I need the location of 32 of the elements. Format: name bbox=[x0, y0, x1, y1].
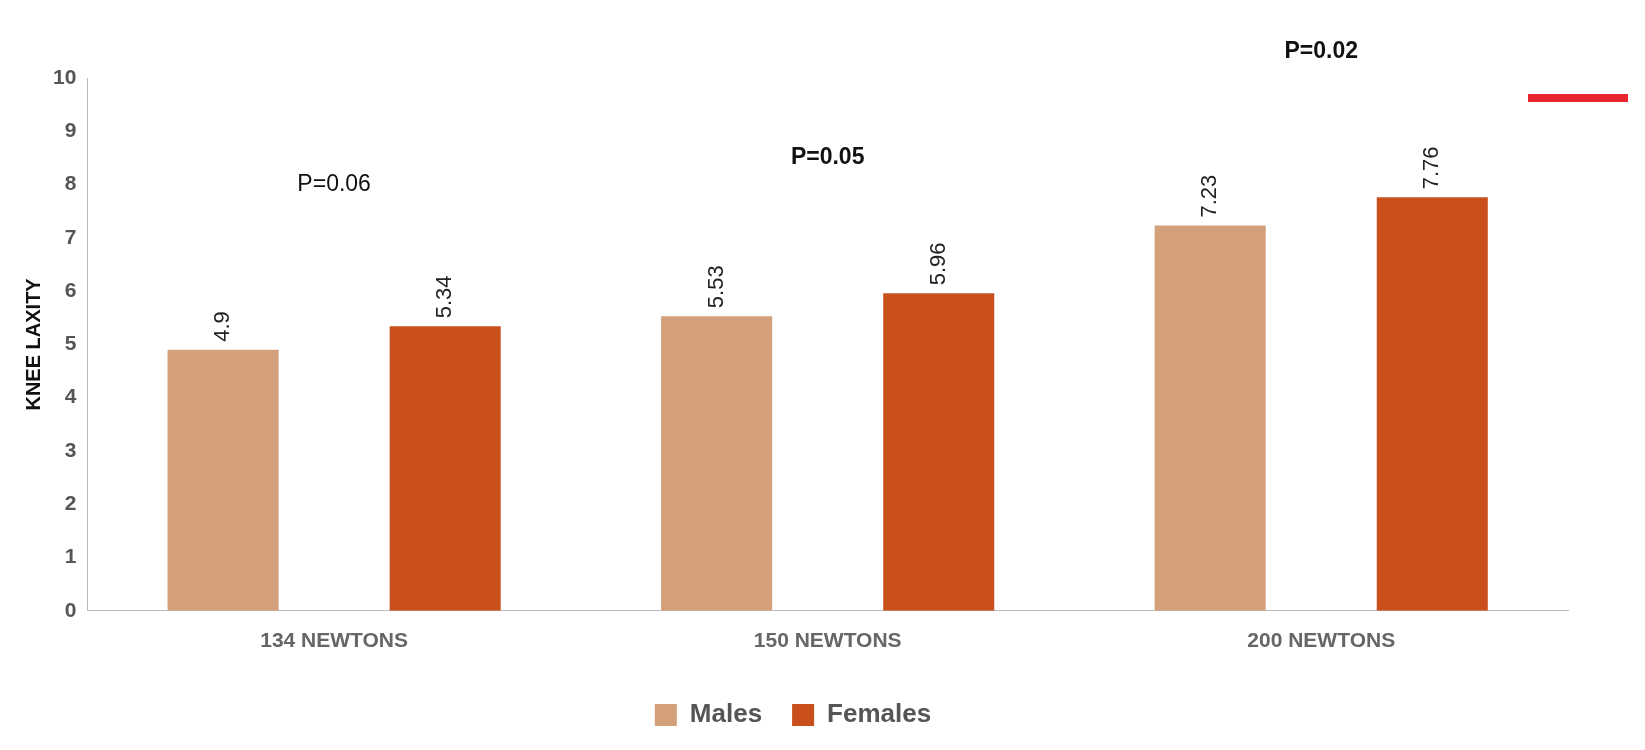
y-tick-label: 10 bbox=[53, 64, 77, 88]
y-tick-label: 5 bbox=[64, 331, 77, 355]
y-tick-label: 1 bbox=[64, 544, 77, 568]
x-tick-label: 150 NEWTONS bbox=[753, 628, 902, 652]
data-label: 4.9 bbox=[209, 311, 235, 342]
data-label: 5.96 bbox=[924, 242, 950, 286]
data-label: 5.34 bbox=[431, 275, 457, 319]
y-tick-label: 4 bbox=[64, 384, 77, 408]
text: P=0.02 bbox=[1284, 36, 1358, 63]
data-label: 5.53 bbox=[702, 265, 728, 309]
bar bbox=[661, 316, 773, 611]
bar bbox=[883, 293, 995, 611]
bar bbox=[389, 326, 501, 611]
y-tick-label: 2 bbox=[64, 491, 77, 515]
annotation: P=0.06 bbox=[297, 169, 371, 196]
legend-label: Males bbox=[689, 698, 763, 729]
bar bbox=[1154, 225, 1266, 611]
bar bbox=[1376, 197, 1488, 611]
y-tick-label: 7 bbox=[64, 224, 77, 248]
data-label: 7.23 bbox=[1196, 174, 1222, 218]
x-tick-label: 200 NEWTONS bbox=[1247, 628, 1396, 652]
y-tick-label: 6 bbox=[64, 277, 77, 301]
y-tick-label: 8 bbox=[64, 171, 77, 195]
y-tick-label: 3 bbox=[64, 437, 77, 461]
x-tick-label: 134 NEWTONS bbox=[260, 628, 409, 652]
legend-label: Females bbox=[827, 698, 932, 729]
y-tick-label: 0 bbox=[64, 597, 77, 621]
y-tick-label: 9 bbox=[64, 118, 77, 142]
annotation: P=0.05 bbox=[790, 143, 865, 170]
y-axis-title: KNEE LAXITY bbox=[21, 277, 44, 411]
data-label: 7.76 bbox=[1418, 146, 1444, 190]
bar bbox=[167, 349, 279, 611]
